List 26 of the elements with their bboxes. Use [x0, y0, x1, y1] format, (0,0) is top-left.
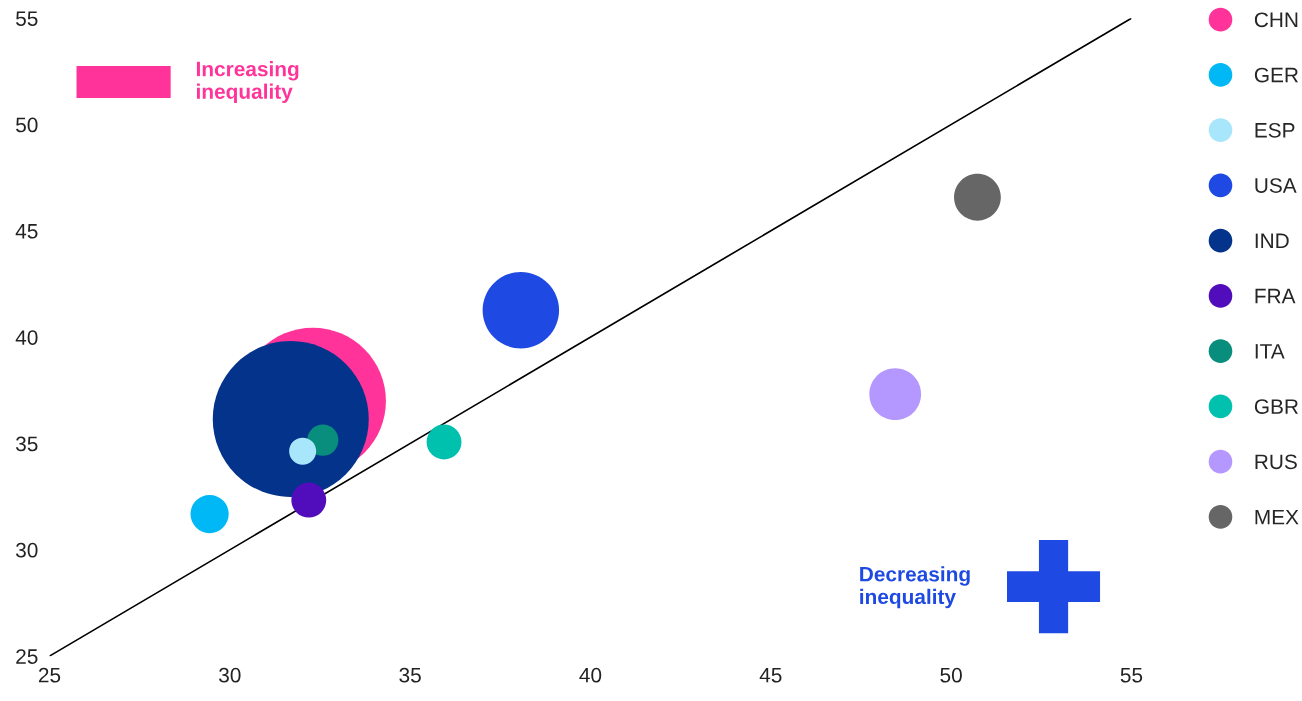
y-tick-label: 35 — [15, 436, 38, 452]
legend-label: GBR — [1254, 399, 1299, 414]
legend-label: RUS — [1255, 454, 1297, 470]
legend-label: USA — [1255, 178, 1297, 193]
y-tick-label: 30 — [15, 542, 38, 558]
legend-label: CHN — [1254, 12, 1298, 28]
legend-label: IND — [1255, 233, 1289, 248]
legend-label: GER — [1254, 67, 1299, 83]
y-tick-label: 40 — [15, 330, 38, 345]
x-tick-label: 30 — [219, 667, 241, 683]
annotation: Decreasing inequality — [860, 566, 970, 609]
legend-label: MEX — [1255, 509, 1299, 525]
x-tick-label: 40 — [579, 667, 602, 683]
legend-label: ESP — [1255, 122, 1295, 138]
y-tick-label: 50 — [16, 117, 38, 133]
legend-label: ITA — [1255, 344, 1285, 359]
x-tick-label: 50 — [940, 667, 962, 683]
x-tick-label: 25 — [38, 667, 61, 683]
annotation: Increasing inequality — [196, 61, 299, 103]
y-tick-label: 55 — [16, 11, 38, 26]
y-tick-label: 25 — [16, 649, 38, 664]
x-tick-label: 55 — [1120, 668, 1143, 683]
legend-label: FRA — [1255, 288, 1296, 304]
x-tick-label: 45 — [759, 668, 782, 683]
x-tick-label: 35 — [399, 667, 421, 683]
y-tick-label: 45 — [15, 224, 38, 239]
